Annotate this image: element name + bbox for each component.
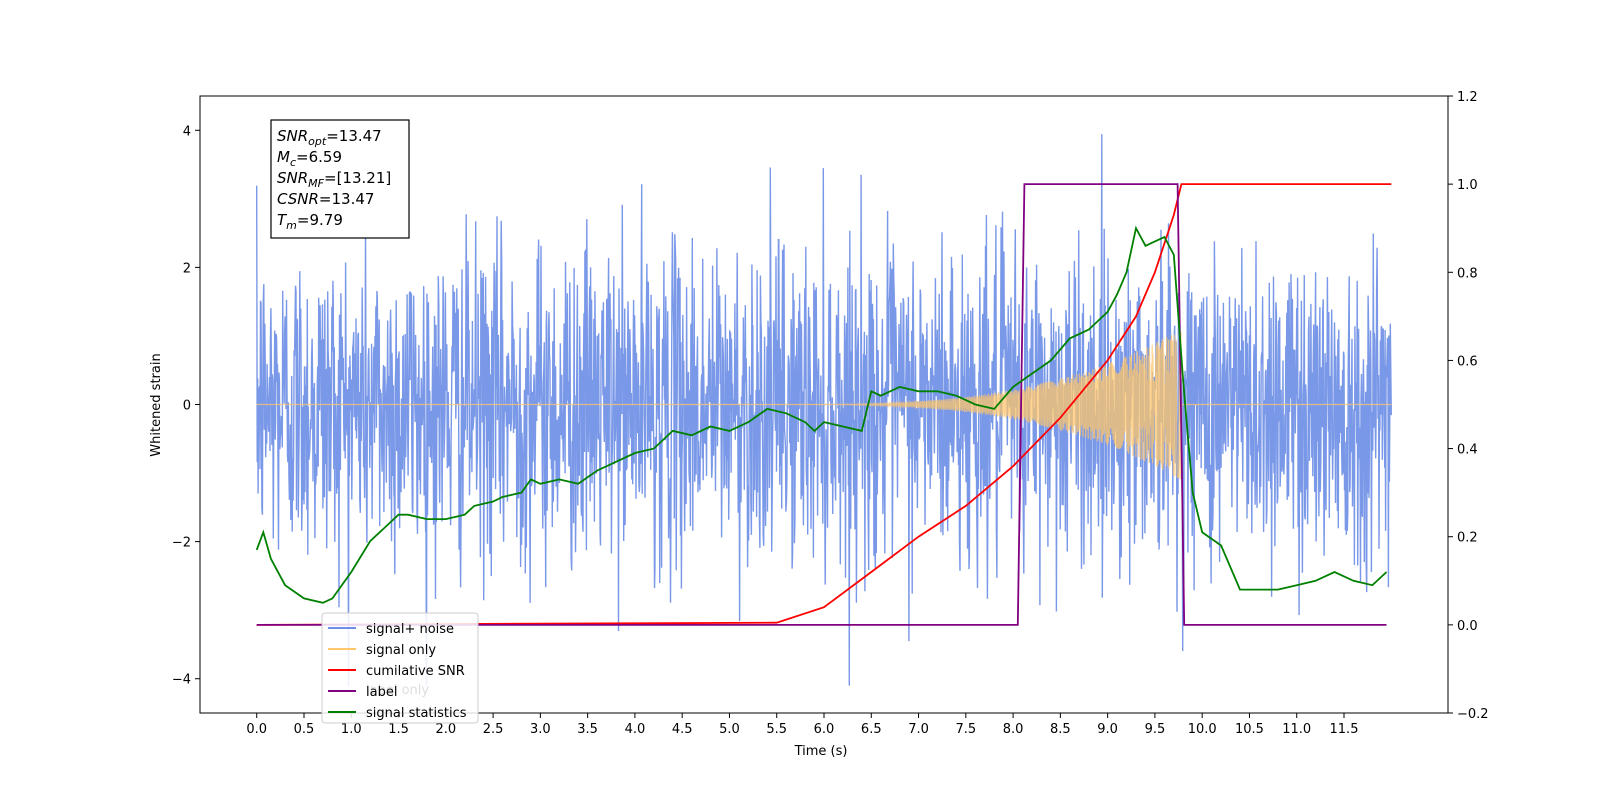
stat-value: =6.59 [296,148,342,166]
stat-symbol: CSNR [277,190,319,208]
x-tick-label: 5.0 [719,722,740,737]
y-axis-right: 1.2 1.0 0.8 0.6 0.4 0.2 0.0 −0.2 [1448,90,1489,722]
y-axis-left: 4 2 0 −2 −4 [172,124,200,688]
x-tick-label: 0.5 [294,722,315,737]
stat-subscript: MF [308,177,324,190]
y2-tick-label: 0.8 [1457,266,1478,281]
y2-tick-label: 0.4 [1457,443,1478,458]
stats-box-frame [270,119,410,239]
stat-subscript: m [286,219,297,232]
x-tick-label: 1.0 [341,722,362,737]
stat-value: =[13.21] [324,169,391,187]
stat-line: SNRopt=13.47 [277,127,382,148]
x-tick-label: 1.5 [388,722,409,737]
legend-hidden-text: label only [366,683,429,698]
y-tick-label: 4 [183,124,191,139]
legend: label only signal+ noise signal only cumila… [321,612,479,724]
series-layer [255,134,1392,686]
series-signal-only [256,331,1392,480]
y2-tick-label: 0.2 [1457,531,1478,546]
stat-subscript: opt [308,135,327,148]
y2-tick-label: −0.2 [1457,707,1489,722]
x-tick-label: 2.5 [483,722,504,737]
y-tick-label: −2 [172,536,191,551]
stats-box: SNRopt=13.47Mc=6.59SNRMF=[13.21]CSNR=13.… [270,119,410,239]
x-tick-label: 9.0 [1097,722,1118,737]
x-tick-label: 2.0 [435,722,456,737]
x-tick-label: 7.5 [955,722,976,737]
y-tick-label: −4 [172,673,191,688]
x-tick-label: 8.0 [1003,722,1024,737]
stat-symbol: T [277,211,288,229]
x-tick-label: 3.5 [577,722,598,737]
legend-label: label [366,685,397,700]
stat-value: =9.79 [297,211,343,229]
y-tick-label: 0 [183,399,191,414]
stat-line: Tm=9.79 [277,211,343,232]
x-axis: 0.0 0.5 1.0 1.5 2.0 2.5 3.0 3.5 4.0 4.5 5.0 5.5 6.0 6… [246,713,1358,737]
legend-label: signal statistics [366,706,467,721]
x-tick-label: 0.0 [246,722,267,737]
stat-line: CSNR=13.47 [277,190,374,208]
x-tick-label: 10.5 [1235,722,1264,737]
series-cumilative-snr [256,183,1392,626]
series-signal-plus-noise [256,134,1392,686]
legend-label: signal+ noise [366,622,454,637]
x-tick-label: 9.5 [1145,722,1166,737]
y2-tick-label: 1.2 [1457,90,1478,105]
legend-label: cumilative SNR [366,664,465,679]
stat-line: Mc=6.59 [277,148,342,169]
x-axis-label: Time (s) [794,744,848,759]
x-tick-label: 11.5 [1330,722,1359,737]
x-tick-label: 8.5 [1050,722,1071,737]
stat-value: =13.47 [326,127,382,145]
x-tick-label: 11.0 [1282,722,1311,737]
x-tick-label: 4.0 [625,722,646,737]
x-tick-label: 6.0 [814,722,835,737]
y2-tick-label: 0.6 [1457,354,1478,369]
series-signal-statistics [255,225,1388,604]
x-tick-label: 4.5 [672,722,693,737]
y-tick-label: 2 [183,261,191,276]
stat-line: SNRMF=[13.21] [277,169,391,190]
x-tick-label: 5.5 [766,722,787,737]
stat-symbol: SNR [277,169,308,187]
stat-value: =13.47 [319,190,375,208]
y-axis-label: Whitened strain [149,353,164,456]
x-tick-label: 3.0 [530,722,551,737]
x-tick-label: 6.5 [861,722,882,737]
x-tick-label: 7.0 [908,722,929,737]
stat-symbol: M [277,148,290,166]
stat-symbol: SNR [277,127,308,145]
x-tick-label: 10.0 [1188,722,1217,737]
stat-subscript: c [290,156,296,169]
legend-label: signal only [366,643,436,658]
y2-tick-label: 0.0 [1457,619,1478,634]
series-label [256,183,1387,626]
y2-tick-label: 1.0 [1457,178,1478,193]
legend-frame [321,612,479,724]
